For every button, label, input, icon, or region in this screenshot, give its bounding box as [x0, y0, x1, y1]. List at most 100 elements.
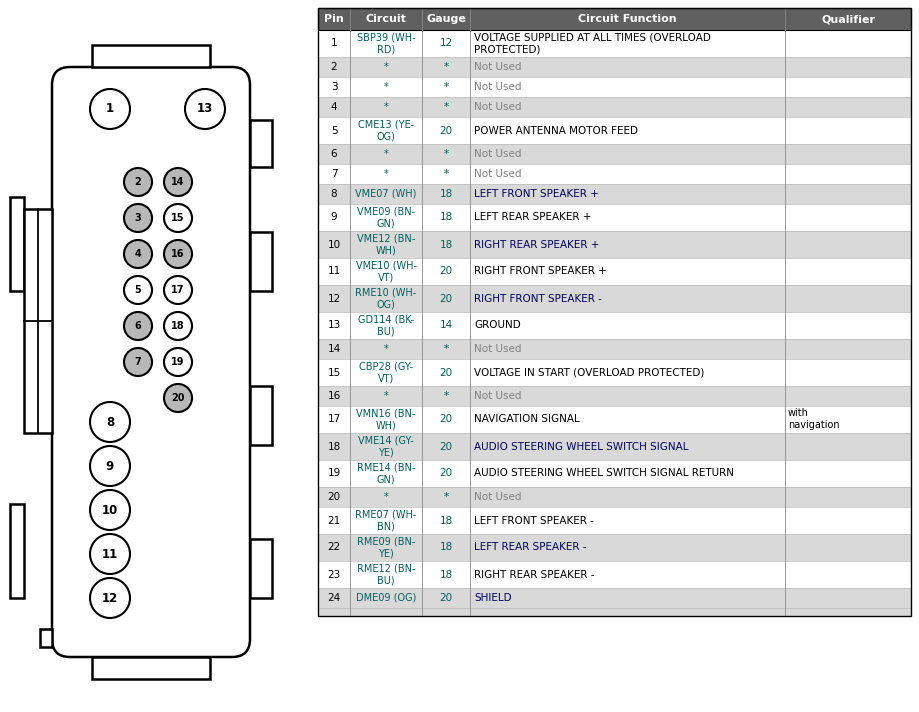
- Text: RME09 (BN-
YE): RME09 (BN- YE): [357, 537, 415, 558]
- Text: 18: 18: [327, 441, 341, 451]
- Text: VME12 (BN-
WH): VME12 (BN- WH): [357, 234, 415, 256]
- Text: 22: 22: [327, 543, 341, 553]
- Text: RME12 (BN-
BU): RME12 (BN- BU): [357, 563, 415, 585]
- Text: RME14 (BN-
GN): RME14 (BN- GN): [357, 463, 415, 484]
- Text: *: *: [444, 62, 448, 72]
- Bar: [318, 339, 911, 359]
- Text: LEFT REAR SPEAKER -: LEFT REAR SPEAKER -: [474, 543, 586, 553]
- Bar: [318, 433, 911, 460]
- Text: 1: 1: [106, 103, 114, 115]
- Bar: [318, 285, 911, 312]
- Circle shape: [90, 89, 130, 129]
- Bar: [318, 184, 911, 204]
- Text: GD114 (BK-
BU): GD114 (BK- BU): [357, 315, 414, 337]
- Text: 20: 20: [327, 492, 341, 502]
- Circle shape: [90, 534, 130, 574]
- Text: 16: 16: [171, 249, 185, 259]
- Bar: [318, 561, 911, 588]
- Text: 14: 14: [171, 177, 185, 187]
- Text: 13: 13: [327, 320, 341, 330]
- Text: 6: 6: [331, 149, 337, 159]
- Text: 17: 17: [327, 414, 341, 424]
- Bar: [318, 231, 911, 258]
- Bar: [318, 30, 911, 57]
- Bar: [318, 97, 911, 117]
- Text: 7: 7: [134, 357, 142, 367]
- Text: *: *: [383, 102, 389, 112]
- Circle shape: [164, 348, 192, 376]
- Text: AUDIO STEERING WHEEL SWITCH SIGNAL RETURN: AUDIO STEERING WHEEL SWITCH SIGNAL RETUR…: [474, 468, 734, 478]
- Text: 20: 20: [439, 468, 452, 478]
- Text: Not Used: Not Used: [474, 492, 521, 502]
- Text: *: *: [383, 492, 389, 502]
- Text: RME07 (WH-
BN): RME07 (WH- BN): [356, 510, 416, 531]
- Circle shape: [164, 240, 192, 268]
- Text: 14: 14: [327, 344, 341, 354]
- Text: 16: 16: [327, 391, 341, 401]
- Text: RME10 (WH-
OG): RME10 (WH- OG): [356, 288, 416, 310]
- Text: RIGHT FRONT SPEAKER +: RIGHT FRONT SPEAKER +: [474, 266, 607, 276]
- Text: *: *: [383, 62, 389, 72]
- Bar: [250, 232, 272, 291]
- Circle shape: [124, 168, 152, 196]
- Text: RIGHT REAR SPEAKER +: RIGHT REAR SPEAKER +: [474, 239, 599, 249]
- Text: VMN16 (BN-
WH): VMN16 (BN- WH): [357, 409, 415, 431]
- Circle shape: [90, 578, 130, 618]
- Text: *: *: [444, 492, 448, 502]
- Text: 4: 4: [331, 102, 337, 112]
- Text: 3: 3: [134, 213, 142, 223]
- Text: Not Used: Not Used: [474, 169, 521, 179]
- Text: 3: 3: [331, 82, 337, 92]
- Text: DME09 (OG): DME09 (OG): [356, 593, 416, 603]
- Text: 5: 5: [331, 125, 337, 135]
- Text: Not Used: Not Used: [474, 62, 521, 72]
- Text: 24: 24: [327, 593, 341, 603]
- Text: 2: 2: [134, 177, 142, 187]
- Circle shape: [124, 240, 152, 268]
- Bar: [318, 144, 911, 164]
- Text: AUDIO STEERING WHEEL SWITCH SIGNAL: AUDIO STEERING WHEEL SWITCH SIGNAL: [474, 441, 688, 451]
- Text: SBP39 (WH-
RD): SBP39 (WH- RD): [357, 33, 415, 55]
- Circle shape: [124, 348, 152, 376]
- Text: LEFT REAR SPEAKER +: LEFT REAR SPEAKER +: [474, 212, 591, 222]
- Bar: [318, 312, 911, 339]
- Text: *: *: [444, 344, 448, 354]
- Text: 12: 12: [439, 38, 453, 48]
- Bar: [250, 120, 272, 167]
- Text: 10: 10: [102, 503, 119, 516]
- Text: 20: 20: [439, 367, 452, 377]
- Circle shape: [164, 312, 192, 340]
- Text: VOLTAGE IN START (OVERLOAD PROTECTED): VOLTAGE IN START (OVERLOAD PROTECTED): [474, 367, 704, 377]
- Text: *: *: [444, 82, 448, 92]
- Text: Qualifier: Qualifier: [821, 14, 875, 24]
- Bar: [318, 608, 911, 616]
- Text: NAVIGATION SIGNAL: NAVIGATION SIGNAL: [474, 414, 580, 424]
- Text: 1: 1: [331, 38, 337, 48]
- Text: VME10 (WH-
VT): VME10 (WH- VT): [356, 261, 416, 283]
- Bar: [40, 629, 52, 647]
- FancyBboxPatch shape: [52, 67, 250, 657]
- Circle shape: [124, 312, 152, 340]
- Text: GROUND: GROUND: [474, 320, 521, 330]
- Text: 18: 18: [439, 515, 453, 525]
- Text: 11: 11: [327, 266, 341, 276]
- Text: 8: 8: [331, 189, 337, 199]
- Text: 19: 19: [327, 468, 341, 478]
- Bar: [250, 539, 272, 598]
- Bar: [318, 204, 911, 231]
- Bar: [318, 164, 911, 184]
- Text: 18: 18: [439, 570, 453, 580]
- Bar: [10, 503, 24, 598]
- Bar: [318, 359, 911, 386]
- Bar: [318, 507, 911, 534]
- Text: *: *: [383, 391, 389, 401]
- Text: RIGHT REAR SPEAKER -: RIGHT REAR SPEAKER -: [474, 570, 595, 580]
- Bar: [24, 209, 52, 433]
- Text: 12: 12: [327, 293, 341, 303]
- Text: *: *: [444, 149, 448, 159]
- Text: 18: 18: [439, 212, 453, 222]
- Text: Not Used: Not Used: [474, 102, 521, 112]
- Circle shape: [90, 490, 130, 530]
- Circle shape: [90, 446, 130, 486]
- Text: VME09 (BN-
GN): VME09 (BN- GN): [357, 206, 415, 229]
